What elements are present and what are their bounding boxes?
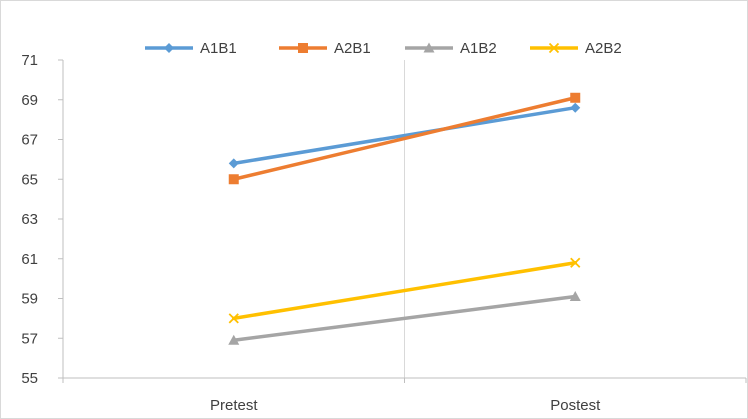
series-a2b1	[228, 92, 581, 185]
data-point-a2b2	[228, 313, 239, 324]
legend-item-a1b1: A1B1	[145, 40, 237, 57]
data-point-a2b2	[570, 257, 581, 268]
legend-marker-a2b2	[548, 42, 560, 54]
legend-marker-a1b2	[423, 42, 435, 53]
series-line-a1b1	[232, 105, 577, 166]
series-line-a1b2	[232, 294, 577, 342]
y-tick-label: 69	[21, 92, 38, 109]
series-line-a2b1	[232, 96, 577, 181]
legend-label: A2B1	[334, 40, 371, 57]
data-point-a1b2	[228, 334, 240, 345]
x-tick-label: Pretest	[210, 397, 258, 414]
y-tick-label: 67	[21, 132, 38, 149]
legend-item-a1b2: A1B2	[405, 40, 497, 57]
legend-label: A1B2	[460, 40, 497, 57]
series-a2b2	[228, 257, 581, 324]
y-tick-label: 63	[21, 211, 38, 228]
y-tick-label: 59	[21, 291, 38, 308]
axis-layer	[58, 59, 747, 383]
data-point-a1b2	[569, 291, 581, 302]
x-axis-tick-labels: Pretest Postest	[210, 397, 601, 414]
legend-label: A2B2	[585, 40, 622, 57]
series-line-a2b2	[232, 260, 577, 321]
data-point-a1b1	[570, 102, 581, 113]
data-point-a2b1	[228, 174, 239, 185]
y-tick-label: 65	[21, 171, 38, 188]
legend-item-a2b1: A2B1	[279, 40, 371, 57]
y-tick-label: 71	[21, 52, 38, 69]
y-tick-label: 57	[21, 330, 38, 347]
legend: A1B1 A2B1 A1B2 A2B2	[145, 40, 622, 57]
legend-item-a2b2: A2B2	[530, 40, 622, 57]
y-axis-tick-labels: 55 57 59 61 63 65 67 69 71	[21, 52, 38, 387]
y-tick-label: 61	[21, 251, 38, 268]
data-point-a2b1	[570, 92, 581, 103]
x-tick-label: Postest	[550, 397, 601, 414]
legend-marker-a1b1	[164, 43, 174, 53]
legend-marker-a2b1	[298, 43, 308, 53]
data-point-a1b1	[228, 158, 239, 169]
legend-label: A1B1	[200, 40, 237, 57]
series-a1b2	[228, 291, 581, 345]
y-tick-label: 55	[21, 370, 38, 387]
series-a1b1	[228, 102, 581, 169]
series-layer	[228, 92, 581, 345]
